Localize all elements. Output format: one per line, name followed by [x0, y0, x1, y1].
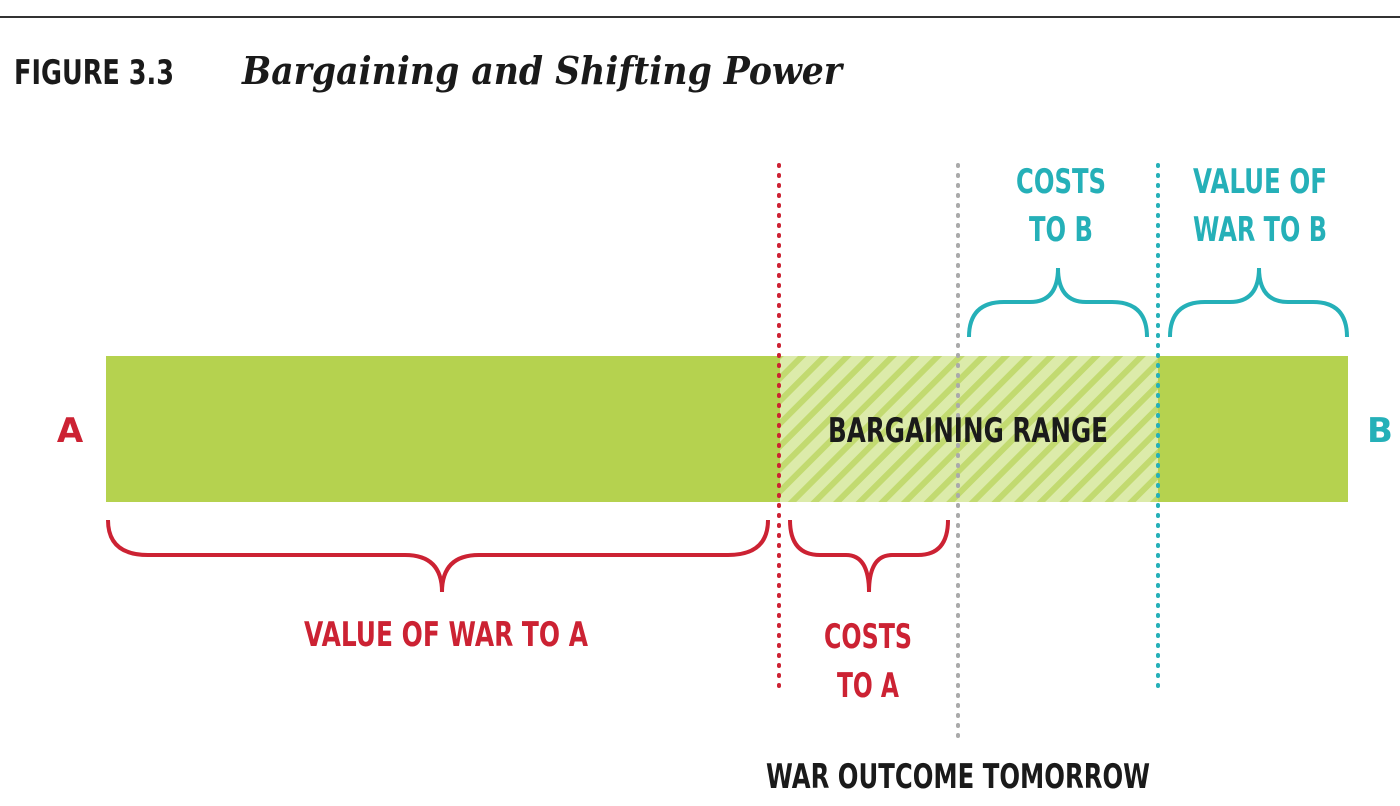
brace-value-of-war-to-b [1168, 267, 1349, 338]
brace-costs-to-b [967, 267, 1149, 338]
bar-bargaining-range-segment [780, 356, 1158, 502]
costs-to-a-label-line1: COSTS [824, 617, 912, 657]
figure-number: FIGURE 3.3 [14, 53, 174, 93]
figure-title: Bargaining and Shifting Power [241, 48, 845, 93]
war-outcome-tomorrow-label: WAR OUTCOME TOMORROW [766, 757, 1150, 797]
costs-to-b-label-line2: TO B [1029, 210, 1093, 250]
bargaining-range-label: BARGAINING RANGE [828, 411, 1108, 451]
brace-costs-to-a [788, 519, 950, 593]
costs-to-a-label-line2: TO A [837, 666, 899, 706]
value-of-war-to-b-label-line1: VALUE OF [1193, 162, 1327, 202]
bar-value-a-segment [106, 356, 780, 502]
value-of-war-to-a-label: VALUE OF WAR TO A [304, 615, 588, 655]
bar-value-b-segment [1158, 356, 1348, 502]
costs-to-b-label-line1: COSTS [1016, 162, 1106, 202]
endpoint-b-label: B [1367, 411, 1393, 451]
value-of-war-to-b-label-line2: WAR TO B [1193, 210, 1327, 250]
brace-value-of-war-to-a [106, 519, 770, 593]
endpoint-a-label: A [57, 411, 84, 451]
